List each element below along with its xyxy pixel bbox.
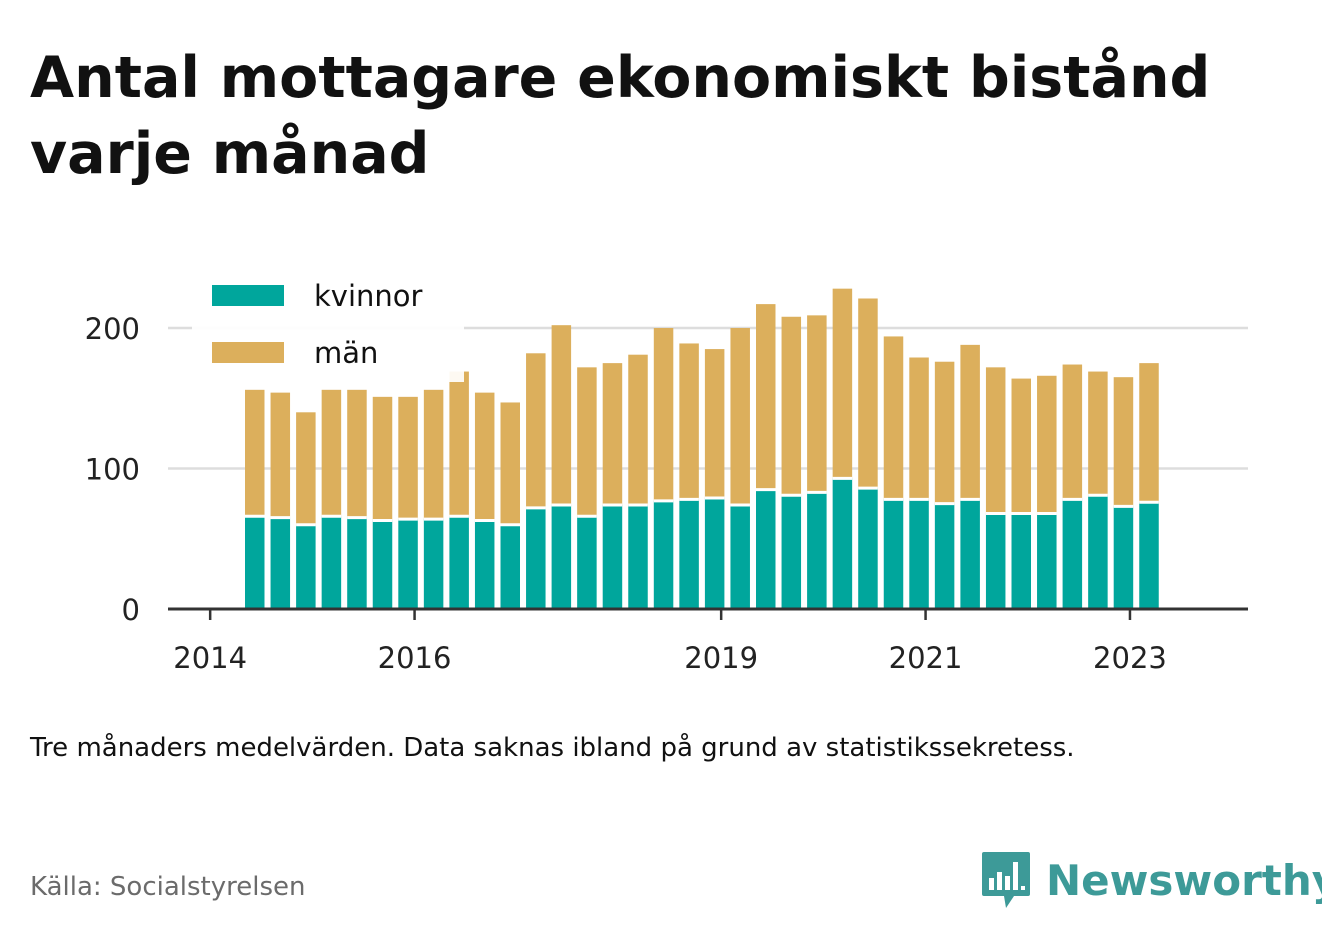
- x-tick-label: 2019: [684, 641, 758, 675]
- x-tick-label: 2021: [889, 641, 963, 675]
- bar-man: [321, 389, 342, 517]
- bar-kvinnor: [653, 500, 674, 609]
- bar-man: [1113, 377, 1134, 507]
- bar-man: [858, 298, 878, 489]
- bar-kvinnor: [602, 505, 623, 609]
- bar-man: [679, 343, 699, 500]
- bar-man: [423, 389, 444, 520]
- bar-man: [628, 354, 648, 506]
- bar-man: [883, 336, 904, 500]
- bars: [245, 288, 1159, 609]
- bar-kvinnor: [883, 499, 904, 609]
- bar-man: [909, 357, 929, 500]
- bar-kvinnor: [807, 492, 827, 609]
- bar-kvinnor: [1139, 502, 1159, 609]
- bar-man: [704, 349, 725, 499]
- bar-man: [372, 396, 393, 521]
- bar-kvinnor: [526, 507, 546, 609]
- bar-kvinnor: [321, 516, 342, 609]
- bar-kvinnor: [628, 505, 648, 609]
- newsworthy-logo-icon: [982, 852, 1030, 908]
- bar-man: [756, 304, 776, 490]
- bar-man: [832, 288, 853, 479]
- bar-kvinnor: [909, 499, 929, 609]
- bar-man: [730, 328, 750, 506]
- bar-kvinnor: [398, 519, 418, 609]
- bar-man: [934, 361, 955, 504]
- bar-kvinnor: [270, 517, 291, 609]
- bar-kvinnor: [347, 517, 367, 609]
- chart-title: Antal mottagare ekonomiskt bistånd varje…: [30, 45, 1211, 187]
- bar-man: [1062, 364, 1083, 500]
- bar-kvinnor: [1062, 499, 1083, 609]
- bar-man: [449, 371, 469, 517]
- bar-kvinnor: [296, 524, 316, 609]
- bar-kvinnor: [474, 520, 495, 609]
- y-axis-ticks: 0 100 200: [85, 312, 140, 627]
- bar-kvinnor: [423, 519, 444, 609]
- bar-man: [985, 367, 1006, 514]
- legend-label: kvinnor: [314, 279, 423, 313]
- bar-man: [347, 389, 367, 518]
- bar-kvinnor: [1113, 506, 1134, 609]
- bar-man: [1037, 375, 1057, 514]
- bar-kvinnor: [500, 524, 520, 609]
- bar-kvinnor: [730, 505, 750, 609]
- bar-kvinnor: [1037, 513, 1057, 609]
- bar-kvinnor: [858, 488, 878, 609]
- legend-swatch: [212, 342, 284, 363]
- x-tick-label: 2023: [1093, 641, 1167, 675]
- y-tick-label: 0: [122, 593, 140, 627]
- legend-label: män: [314, 336, 378, 370]
- bar-man: [602, 363, 623, 506]
- x-tick-label: 2014: [173, 641, 247, 675]
- bar-man: [526, 353, 546, 508]
- brand-logo[interactable]: Newsworthy: [980, 850, 1322, 910]
- bar-man: [398, 396, 418, 520]
- bar-kvinnor: [577, 516, 597, 609]
- bar-kvinnor: [934, 503, 955, 609]
- bar-kvinnor: [372, 520, 393, 609]
- source-label: Källa: Socialstyrelsen: [30, 872, 306, 902]
- bar-man: [296, 412, 316, 525]
- bar-kvinnor: [1088, 495, 1108, 609]
- bar-kvinnor: [985, 513, 1006, 609]
- bar-kvinnor: [704, 498, 725, 609]
- bar-man: [500, 402, 520, 525]
- bar-man: [474, 392, 495, 521]
- bar-man: [1011, 378, 1031, 514]
- bar-man: [960, 344, 980, 500]
- chart-note: Tre månaders medelvärden. Data saknas ib…: [30, 733, 1075, 763]
- bar-man: [781, 316, 802, 496]
- bar-kvinnor: [960, 499, 980, 609]
- bar-man: [577, 367, 597, 517]
- y-tick-label: 200: [85, 312, 140, 346]
- x-tick-label: 2016: [378, 641, 452, 675]
- bar-kvinnor: [245, 516, 265, 609]
- bar-man: [245, 389, 265, 517]
- bar-man: [270, 392, 291, 518]
- bar-kvinnor: [449, 516, 469, 609]
- bar-man: [551, 325, 572, 506]
- bar-kvinnor: [1011, 513, 1031, 609]
- bar-kvinnor: [781, 495, 802, 609]
- brand-name: Newsworthy: [1046, 855, 1322, 905]
- bar-man: [1088, 371, 1108, 496]
- bar-kvinnor: [551, 505, 572, 609]
- x-axis-ticks: 2014 2016 2019 2021 2023: [173, 609, 1167, 675]
- bar-man: [1139, 363, 1159, 503]
- y-tick-label: 100: [85, 453, 140, 487]
- bar-kvinnor: [679, 499, 699, 609]
- bar-man: [807, 315, 827, 493]
- bar-man: [653, 328, 674, 501]
- legend-swatch: [212, 285, 284, 306]
- legend: kvinnor män: [192, 272, 464, 382]
- bar-kvinnor: [832, 478, 853, 609]
- bar-kvinnor: [756, 489, 776, 609]
